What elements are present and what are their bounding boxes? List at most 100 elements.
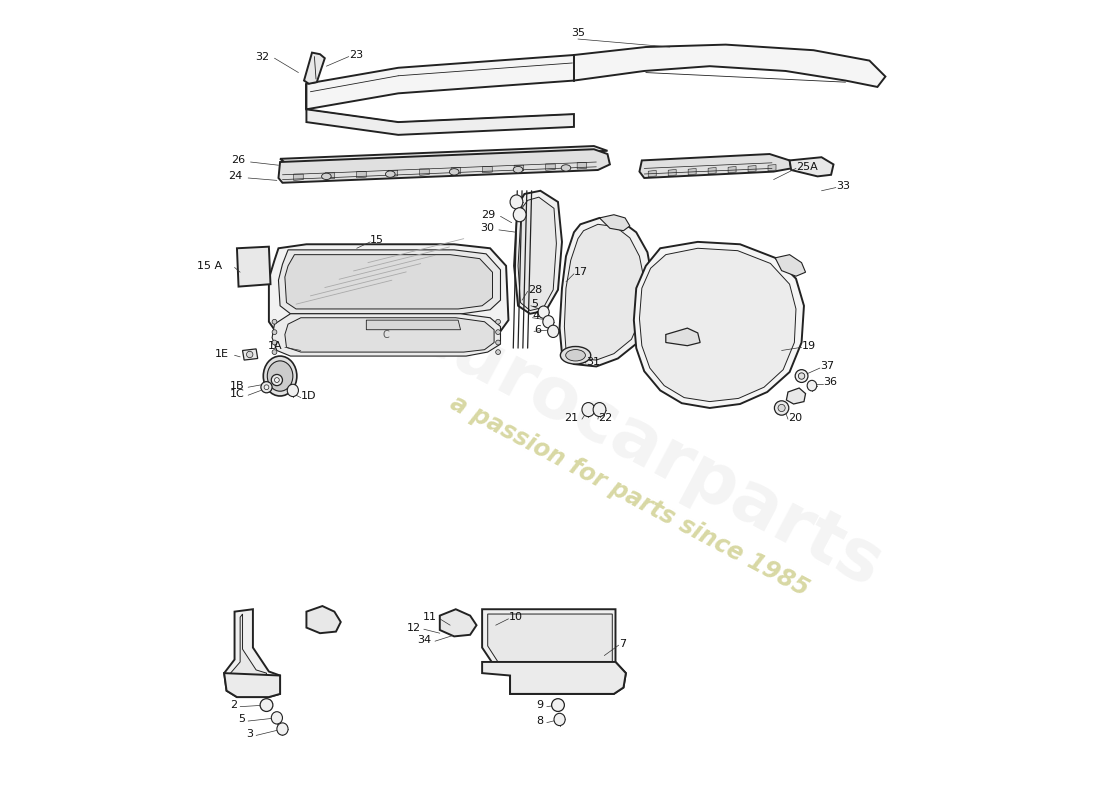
Polygon shape xyxy=(768,165,776,171)
Polygon shape xyxy=(546,164,556,170)
Polygon shape xyxy=(451,168,461,174)
Ellipse shape xyxy=(554,714,565,726)
Polygon shape xyxy=(280,146,607,164)
Ellipse shape xyxy=(807,380,816,391)
Text: 33: 33 xyxy=(836,181,850,191)
Polygon shape xyxy=(776,254,805,276)
Text: 22: 22 xyxy=(598,413,613,422)
Polygon shape xyxy=(648,170,657,177)
Text: 1E: 1E xyxy=(214,349,229,358)
Text: 35: 35 xyxy=(571,28,585,38)
Polygon shape xyxy=(307,110,574,135)
Text: 1B: 1B xyxy=(230,381,245,390)
Text: 17: 17 xyxy=(574,267,589,278)
Polygon shape xyxy=(639,248,796,402)
Ellipse shape xyxy=(263,356,297,396)
Polygon shape xyxy=(231,614,266,691)
Polygon shape xyxy=(304,53,324,84)
Polygon shape xyxy=(689,169,696,175)
Text: 24: 24 xyxy=(229,171,242,182)
Polygon shape xyxy=(482,610,626,694)
Text: 4: 4 xyxy=(532,311,540,321)
Polygon shape xyxy=(514,190,562,314)
Text: 5: 5 xyxy=(238,714,245,725)
Polygon shape xyxy=(440,610,476,636)
Polygon shape xyxy=(600,214,630,230)
Text: 28: 28 xyxy=(528,285,542,294)
Ellipse shape xyxy=(551,698,564,711)
Polygon shape xyxy=(285,318,494,352)
Text: 1A: 1A xyxy=(267,341,283,350)
Ellipse shape xyxy=(277,723,288,735)
Ellipse shape xyxy=(542,315,554,328)
Polygon shape xyxy=(307,606,341,633)
Ellipse shape xyxy=(272,374,283,386)
Ellipse shape xyxy=(514,166,522,173)
Ellipse shape xyxy=(593,402,606,417)
Text: 25A: 25A xyxy=(796,162,817,172)
Ellipse shape xyxy=(514,208,526,222)
Ellipse shape xyxy=(272,712,283,724)
Ellipse shape xyxy=(582,402,595,417)
Polygon shape xyxy=(366,320,461,330)
Ellipse shape xyxy=(275,378,279,382)
Polygon shape xyxy=(419,169,429,175)
Polygon shape xyxy=(388,170,398,177)
Text: C: C xyxy=(383,330,389,339)
Polygon shape xyxy=(224,610,280,697)
Polygon shape xyxy=(224,673,280,697)
Text: 23: 23 xyxy=(349,50,363,60)
Text: eurocarparts: eurocarparts xyxy=(397,294,894,602)
Ellipse shape xyxy=(385,171,395,178)
Polygon shape xyxy=(236,246,271,286)
Text: 19: 19 xyxy=(802,341,816,350)
Text: 30: 30 xyxy=(480,223,494,234)
Ellipse shape xyxy=(565,350,585,361)
Polygon shape xyxy=(639,154,791,178)
Polygon shape xyxy=(294,174,304,181)
Ellipse shape xyxy=(560,346,591,364)
Ellipse shape xyxy=(272,319,277,324)
Polygon shape xyxy=(668,170,676,176)
Polygon shape xyxy=(634,242,804,408)
Text: 6: 6 xyxy=(534,325,541,334)
Polygon shape xyxy=(487,614,622,687)
Text: 20: 20 xyxy=(788,413,802,422)
Text: 7: 7 xyxy=(618,638,626,649)
Text: 10: 10 xyxy=(508,612,522,622)
Text: 1C: 1C xyxy=(230,389,245,398)
Ellipse shape xyxy=(496,350,500,354)
Text: 37: 37 xyxy=(820,362,834,371)
Text: 1D: 1D xyxy=(300,391,317,401)
Polygon shape xyxy=(790,158,834,176)
Polygon shape xyxy=(268,244,508,344)
Text: 26: 26 xyxy=(231,155,245,166)
Ellipse shape xyxy=(774,401,789,415)
Ellipse shape xyxy=(496,319,500,324)
Polygon shape xyxy=(748,166,756,172)
Ellipse shape xyxy=(538,306,549,318)
Polygon shape xyxy=(578,162,586,169)
Ellipse shape xyxy=(799,373,805,379)
Text: 29: 29 xyxy=(482,210,496,220)
Ellipse shape xyxy=(496,330,500,334)
Ellipse shape xyxy=(778,404,785,411)
Text: 32: 32 xyxy=(255,51,268,62)
Ellipse shape xyxy=(561,165,571,171)
Polygon shape xyxy=(278,250,500,314)
Text: 5: 5 xyxy=(531,299,538,309)
Text: 9: 9 xyxy=(537,700,543,710)
Text: 12: 12 xyxy=(407,622,420,633)
Ellipse shape xyxy=(264,385,268,390)
Polygon shape xyxy=(356,171,366,178)
Ellipse shape xyxy=(261,382,272,393)
Polygon shape xyxy=(326,173,334,179)
Text: a passion for parts since 1985: a passion for parts since 1985 xyxy=(447,390,813,601)
Polygon shape xyxy=(242,349,257,360)
Polygon shape xyxy=(278,150,609,182)
Polygon shape xyxy=(518,197,557,310)
Text: 15 A: 15 A xyxy=(197,261,222,271)
Ellipse shape xyxy=(272,330,277,334)
Text: 3: 3 xyxy=(246,729,253,739)
Polygon shape xyxy=(574,45,886,87)
